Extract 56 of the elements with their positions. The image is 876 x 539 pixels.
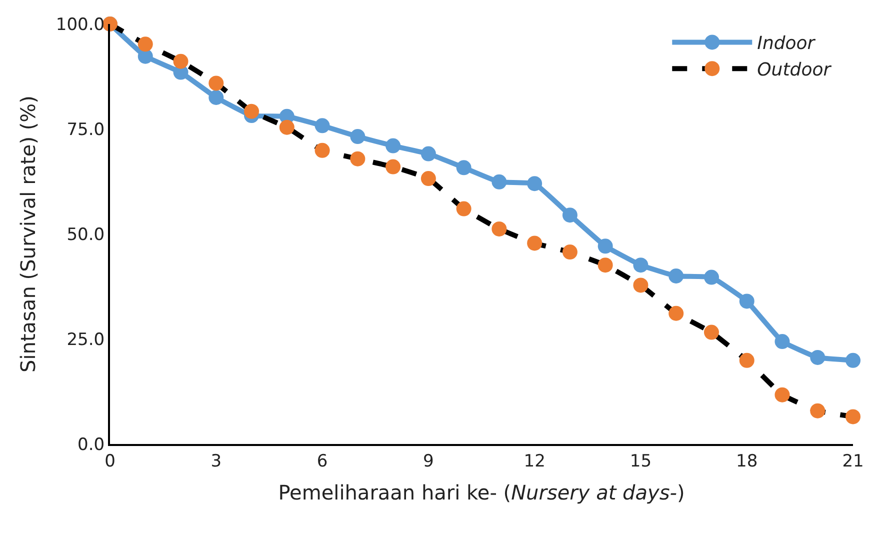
point [208, 76, 224, 91]
point [704, 270, 719, 285]
point [492, 174, 507, 190]
point [562, 244, 578, 260]
point [527, 236, 542, 251]
point [810, 350, 826, 365]
point [208, 90, 224, 105]
point [386, 138, 401, 154]
point [774, 387, 790, 402]
point [704, 324, 719, 340]
point [244, 104, 260, 119]
x-tick-label: 0 [104, 451, 116, 472]
point [314, 142, 330, 158]
x-tick-label: 18 [736, 451, 758, 472]
x-tick-label: 9 [423, 451, 434, 472]
point [562, 208, 578, 223]
point [456, 201, 472, 216]
x-tick-label: 12 [524, 451, 546, 472]
point [350, 151, 366, 166]
point [138, 36, 153, 52]
point [527, 176, 542, 192]
x-axis-title: Pemeliharaan hari ke- (Nursery at days-) [278, 480, 685, 504]
point [846, 409, 860, 424]
y-tick-label: 50.0 [66, 224, 105, 245]
point [492, 221, 507, 236]
x-tick-label: 6 [316, 451, 328, 472]
point [456, 160, 472, 176]
point [173, 54, 188, 69]
y-tick-label: 25.0 [66, 330, 105, 350]
point [138, 48, 153, 64]
point [633, 278, 648, 293]
x-tick-label: 15 [630, 451, 652, 472]
point [633, 258, 648, 273]
point [279, 120, 294, 135]
point [739, 294, 754, 309]
point [598, 258, 613, 273]
y-tick-label: 75.0 [66, 120, 105, 140]
legend-label: Outdoor [757, 60, 832, 81]
point [739, 352, 754, 368]
point [350, 129, 366, 144]
point [314, 118, 330, 134]
point [668, 268, 684, 284]
legend-label: Indoor [757, 33, 816, 54]
x-tick-label: 21 [842, 451, 864, 472]
y-axis-title: Sintasan (Survival rate) (%) [16, 96, 40, 372]
y-tick-label: 0.0 [78, 434, 105, 455]
point [810, 403, 826, 418]
point [598, 238, 613, 254]
point [774, 334, 790, 350]
point [386, 159, 401, 174]
point [420, 171, 436, 186]
point [420, 146, 436, 162]
point [668, 306, 684, 321]
point [846, 352, 860, 368]
y-tick-label: 100.0 [56, 14, 105, 35]
x-tick-label: 3 [210, 451, 222, 472]
